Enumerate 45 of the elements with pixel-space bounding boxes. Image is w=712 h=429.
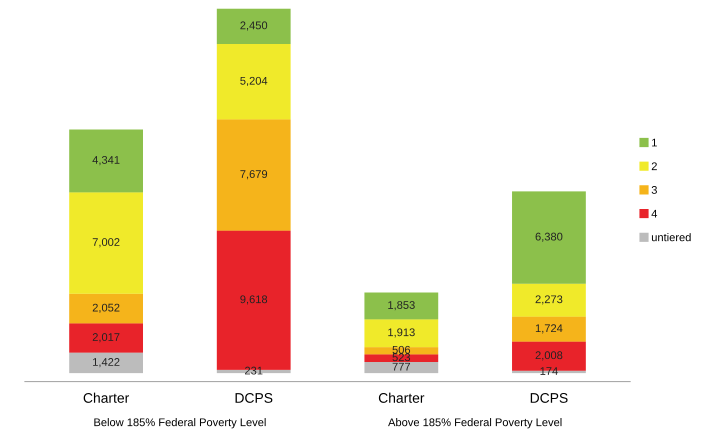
bar xyxy=(512,316,586,342)
data-label: 2,273 xyxy=(536,295,562,305)
data-label: 1,913 xyxy=(388,328,415,338)
bar xyxy=(216,119,291,231)
bar xyxy=(216,44,291,120)
data-label: 1,853 xyxy=(388,301,415,310)
legend-label: 3 xyxy=(652,186,657,194)
bar xyxy=(216,8,291,44)
x-tick-label: DCPS xyxy=(530,393,568,403)
x-tick-label: Charter xyxy=(378,392,424,403)
legend-label: 4 xyxy=(651,210,658,218)
data-label: 9,618 xyxy=(240,295,268,305)
bar xyxy=(69,129,144,192)
bar xyxy=(512,284,586,317)
data-label: 5,204 xyxy=(240,76,268,86)
data-label: 6,380 xyxy=(536,232,562,242)
text: Below 185% Federal Poverty Level xyxy=(94,418,266,428)
data-label: 1,422 xyxy=(93,358,120,368)
legend-label: 1 xyxy=(652,138,657,146)
data-label: 506 xyxy=(392,346,410,354)
bar xyxy=(69,323,144,353)
bar xyxy=(364,354,438,362)
data-label: 777 xyxy=(392,362,410,370)
legend-label: 2 xyxy=(652,162,657,170)
data-label: 2,052 xyxy=(92,304,120,313)
x-tick-label: Charter xyxy=(84,392,130,403)
data-label: 523 xyxy=(392,353,410,362)
x-tick-label: DCPS xyxy=(236,393,272,403)
bar xyxy=(69,192,144,294)
text: Above 185% Federal Poverty Level xyxy=(388,418,562,428)
bar xyxy=(364,292,438,320)
data-label: 7,679 xyxy=(240,170,268,180)
bar xyxy=(364,319,438,348)
legend-label: untiered xyxy=(652,233,691,242)
data-label: 2,008 xyxy=(536,351,562,360)
data-label: 7,002 xyxy=(92,238,120,248)
bar xyxy=(364,362,438,374)
data-label: 2,450 xyxy=(240,21,268,31)
bar xyxy=(69,352,144,374)
data-label: 1,724 xyxy=(536,324,563,334)
bar xyxy=(512,191,586,284)
bar xyxy=(364,347,438,354)
data-label: 2,017 xyxy=(92,333,120,342)
data-label: 4,341 xyxy=(92,156,120,166)
bar xyxy=(69,294,144,324)
